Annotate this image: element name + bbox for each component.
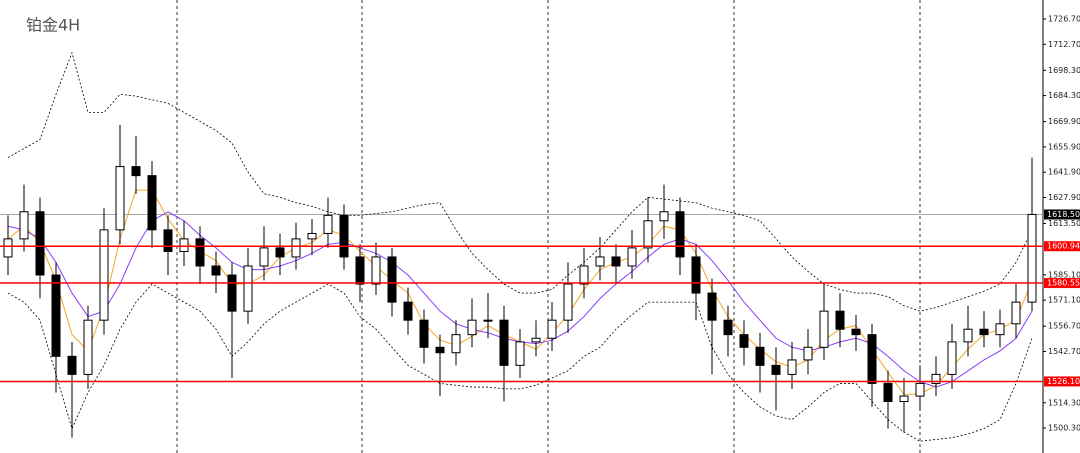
candle-body — [579, 265, 589, 285]
candle-body — [451, 334, 461, 354]
candle-body — [595, 256, 605, 267]
candle-body — [323, 214, 333, 234]
candle-body — [963, 328, 973, 343]
candle-body — [723, 319, 733, 336]
y-tick-label: 1712.70 — [1048, 40, 1080, 49]
candle-body — [1027, 213, 1037, 303]
candle-body — [707, 292, 717, 321]
candle-body — [563, 283, 573, 321]
y-tick-label: 1698.30 — [1048, 66, 1080, 75]
candle-body — [291, 238, 301, 258]
candle-body — [419, 319, 429, 348]
candle-body — [1011, 301, 1021, 325]
candle-body — [371, 256, 381, 285]
candle-body — [611, 256, 621, 267]
candle-body — [163, 229, 173, 253]
candle-body — [755, 346, 765, 366]
candle-body — [243, 265, 253, 312]
current-price-label: 1618.50 — [1047, 210, 1080, 219]
candle-body — [435, 346, 445, 354]
y-tick-label: 1655.90 — [1048, 142, 1080, 151]
candle-body — [883, 382, 893, 403]
candle-body — [819, 310, 829, 348]
candle-body — [115, 166, 125, 231]
candle-body — [483, 319, 493, 322]
candle-body — [3, 238, 13, 258]
y-tick-label: 1556.70 — [1048, 322, 1080, 331]
candle-body — [339, 214, 349, 258]
level-badge — [1044, 241, 1080, 252]
level-label: 1580.55 — [1047, 279, 1080, 288]
candle-body — [899, 395, 909, 403]
candle-body — [131, 166, 141, 177]
candle-body — [931, 373, 941, 384]
candle-body — [179, 238, 189, 253]
candle-body — [947, 341, 957, 375]
level-badge — [1044, 278, 1080, 289]
y-tick-label: 1571.10 — [1048, 296, 1080, 305]
level-label: 1600.94 — [1047, 242, 1080, 251]
y-tick-label: 1514.30 — [1048, 398, 1080, 407]
candle-body — [99, 229, 109, 321]
y-tick-label: 1684.30 — [1048, 91, 1080, 100]
candle-body — [275, 247, 285, 258]
candle-body — [659, 211, 669, 222]
indicator-line — [7, 51, 1033, 312]
candle-body — [627, 247, 637, 267]
candle-body — [739, 334, 749, 348]
candle-body — [67, 355, 77, 375]
indicator-line — [7, 283, 1033, 442]
level-label: 1526.10 — [1047, 377, 1080, 386]
current-price-badge — [1044, 209, 1080, 220]
candle-body — [867, 334, 877, 384]
candle-body — [915, 382, 925, 397]
candle-body — [803, 346, 813, 361]
candle-body — [147, 175, 157, 231]
y-tick-label: 1726.70 — [1048, 14, 1080, 23]
y-tick-label: 1542.70 — [1048, 347, 1080, 356]
candle-body — [675, 211, 685, 258]
y-tick-label: 1627.90 — [1048, 193, 1080, 202]
candle-body — [83, 319, 93, 375]
candle-body — [643, 220, 653, 249]
candle-body — [227, 274, 237, 312]
candle-body — [195, 238, 205, 267]
candle-body — [835, 310, 845, 330]
y-tick-label: 1641.90 — [1048, 168, 1080, 177]
candle-body — [979, 328, 989, 336]
candle-body — [51, 274, 61, 357]
candle-body — [691, 256, 701, 294]
candle-body — [995, 323, 1005, 336]
time-separators — [176, 0, 921, 453]
candle-body — [307, 232, 317, 240]
y-tick-label: 1613.50 — [1048, 219, 1080, 228]
y-tick-label: 1500.30 — [1048, 424, 1080, 433]
candle-body — [211, 265, 221, 276]
candle-body — [771, 364, 781, 375]
candle-body — [35, 211, 45, 276]
candle-body — [355, 256, 365, 285]
candle-body — [547, 319, 557, 339]
candle-body — [387, 256, 397, 303]
candle-body — [787, 359, 797, 375]
candle-body — [403, 301, 413, 321]
chart-title: 铂金4H — [26, 16, 80, 35]
y-tick-label: 1585.10 — [1048, 270, 1080, 279]
candle-body — [467, 319, 477, 336]
level-badge — [1044, 376, 1080, 387]
y-tick-label: 1669.90 — [1048, 117, 1080, 126]
candle-body — [515, 341, 525, 366]
candle-body — [499, 319, 509, 366]
candle-body — [851, 328, 861, 336]
candle-body — [19, 211, 29, 240]
candle-body — [259, 247, 269, 267]
candle-body — [531, 337, 541, 343]
